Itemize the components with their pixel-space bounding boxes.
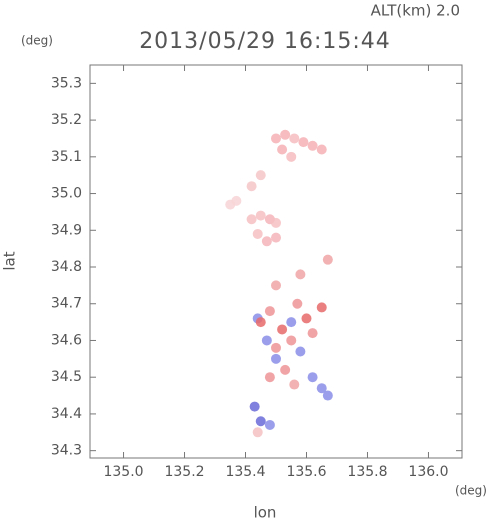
altitude-label: ALT(km) 2.0	[371, 2, 460, 20]
echo-point	[289, 133, 300, 144]
echo-point	[280, 129, 291, 140]
chart-title: 2013/05/29 16:15:44	[139, 29, 391, 54]
echo-point	[316, 383, 327, 394]
y-tick-label: 34.6	[51, 332, 82, 348]
x-tick-label: 135.6	[286, 464, 326, 480]
echo-point	[301, 313, 312, 324]
echo-point	[264, 419, 275, 430]
echo-point	[307, 372, 318, 383]
echo-point	[292, 298, 303, 309]
echo-point	[271, 342, 281, 353]
y-axis-label: lat	[1, 251, 19, 270]
y-tick-label: 34.8	[51, 259, 82, 275]
echo-point	[255, 317, 266, 328]
echo-point	[271, 133, 281, 144]
echo-point	[295, 346, 306, 357]
y-unit: (deg)	[21, 34, 53, 48]
x-axis-label: lon	[254, 504, 277, 521]
y-tick-label: 34.7	[51, 296, 82, 312]
echo-point	[322, 390, 333, 401]
echo-point	[264, 306, 275, 317]
echo-point	[298, 137, 309, 148]
y-tick-label: 35.0	[51, 186, 82, 202]
echo-point	[264, 372, 275, 383]
echo-point	[277, 324, 288, 335]
echo-point	[255, 210, 266, 221]
echo-point	[286, 151, 297, 162]
echo-point	[295, 269, 306, 280]
x-tick-label: 136.0	[408, 464, 448, 480]
echo-point	[255, 170, 266, 181]
x-tick-label: 135.2	[164, 464, 204, 480]
echo-point	[252, 427, 263, 438]
echo-point	[286, 317, 297, 328]
echo-point	[246, 181, 257, 192]
y-tick-label: 35.2	[51, 112, 82, 128]
x-tick-label: 135.0	[103, 464, 143, 480]
x-tick-label: 135.4	[225, 464, 265, 480]
x-unit: (deg)	[455, 484, 487, 498]
echo-point	[246, 214, 257, 225]
echo-point	[277, 144, 288, 155]
echo-point	[271, 353, 281, 364]
y-tick-label: 35.3	[51, 75, 82, 91]
echo-point	[286, 335, 297, 346]
echo-point	[249, 401, 260, 412]
echo-point	[252, 228, 263, 239]
echo-point	[316, 144, 327, 155]
echo-point	[271, 232, 281, 243]
plot-frame	[89, 64, 463, 459]
echo-point	[261, 236, 272, 247]
echo-point	[271, 280, 281, 291]
echo-point	[261, 335, 272, 346]
echo-point	[289, 379, 300, 390]
echo-point	[307, 328, 318, 339]
echo-point	[316, 302, 327, 313]
echo-point	[322, 254, 333, 265]
x-tick-label: 135.8	[347, 464, 387, 480]
echo-point	[225, 199, 236, 210]
y-tick-label: 34.4	[51, 406, 82, 422]
y-tick-label: 35.1	[51, 149, 82, 165]
echo-point	[280, 364, 291, 375]
echo-point	[307, 140, 318, 151]
y-tick-label: 34.3	[51, 443, 82, 459]
y-tick-label: 34.9	[51, 222, 82, 238]
y-tick-label: 34.5	[51, 369, 82, 385]
echo-point	[255, 416, 266, 427]
echo-point	[271, 217, 281, 228]
